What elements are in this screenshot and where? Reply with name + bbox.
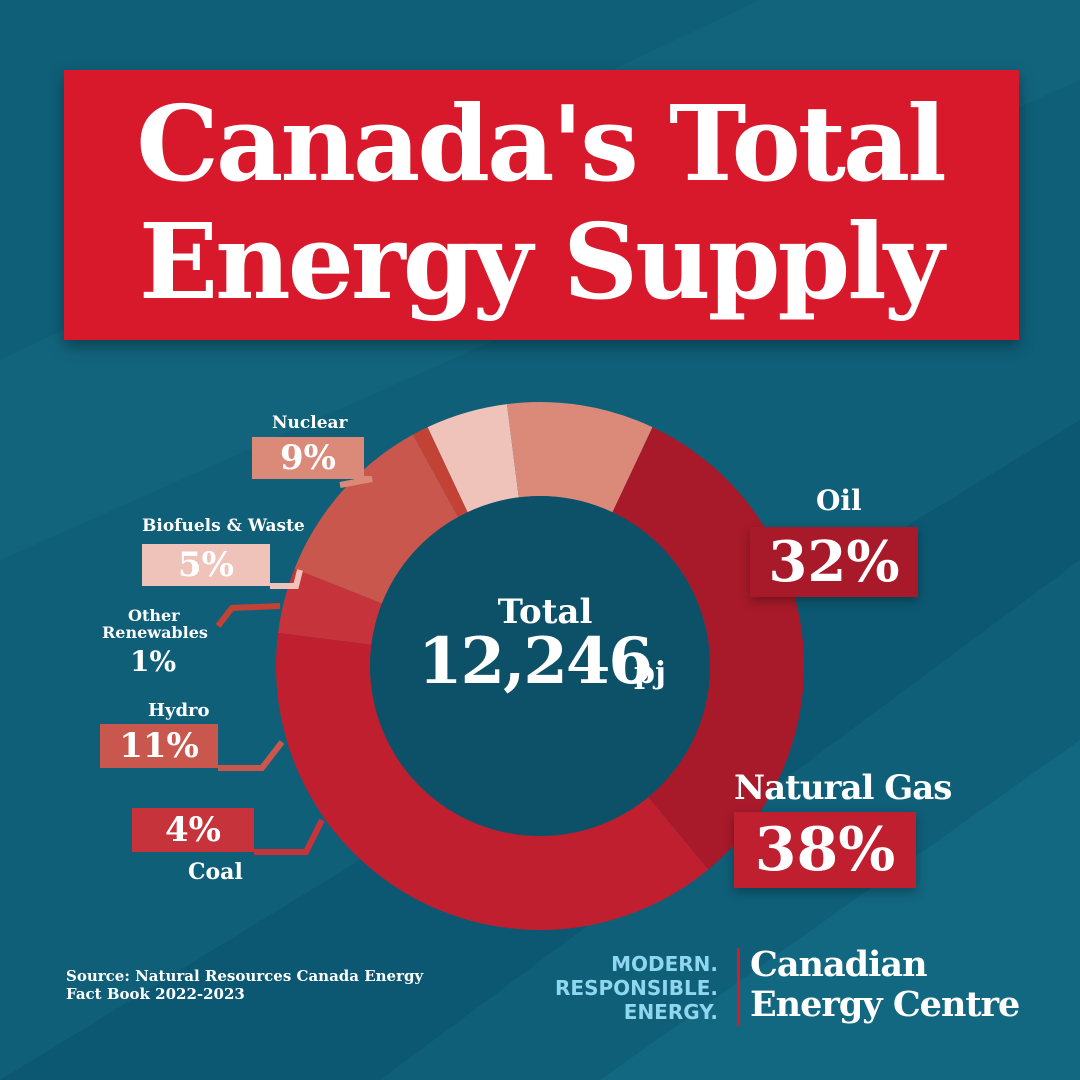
label-hydro: Hydro [148,700,210,721]
brand-line-2: Energy Centre [750,984,1020,1025]
pct-natural-gas: 38% [734,812,916,888]
connector-other-renewables [215,603,281,628]
pct-other-renewables: 1% [130,645,177,678]
pct-biofuels: 5% [142,544,270,586]
donut-hole [370,496,710,836]
brand-divider [737,948,740,1026]
slice-biofuels-waste [427,404,519,513]
connector-coal [254,818,325,855]
brand-line-1: Canadian [750,944,928,985]
center-total-label: Total [497,592,593,632]
pct-oil: 32% [750,527,918,597]
label-natural-gas: Natural Gas [734,768,952,808]
pct-hydro: 11% [100,724,218,768]
connector-biofuels [270,569,303,589]
label-nuclear: Nuclear [272,413,348,433]
center-total-value: 12,246 [418,624,653,699]
label-coal: Coal [188,859,243,885]
label-other-renewables-1: Other [128,606,180,625]
label-biofuels: Biofuels & Waste [142,516,305,536]
label-oil: Oil [816,484,862,517]
connector-nuclear [339,476,373,488]
slice-hydro [294,434,459,604]
tagline-2: RESPONSIBLE. [555,976,718,1000]
tagline-3: ENERGY. [623,1000,718,1024]
label-other-renewables-2: Renewables [102,623,208,642]
title-banner [64,70,1019,340]
slice-natural-gas [276,632,709,930]
center-total-unit: pj [634,656,666,691]
slice-coal [278,568,382,645]
title-line-2: Energy Supply [138,200,944,323]
tagline-1: MODERN. [611,952,718,976]
title-line-1: Canada's Total [136,82,947,205]
connector-hydro [218,740,285,771]
source-note: Source: Natural Resources Canada Energy … [66,967,424,1003]
pct-nuclear: 9% [252,437,364,479]
pct-coal: 4% [132,808,254,852]
slice-nuclear [506,402,653,513]
slice-other-renewables [412,427,468,518]
